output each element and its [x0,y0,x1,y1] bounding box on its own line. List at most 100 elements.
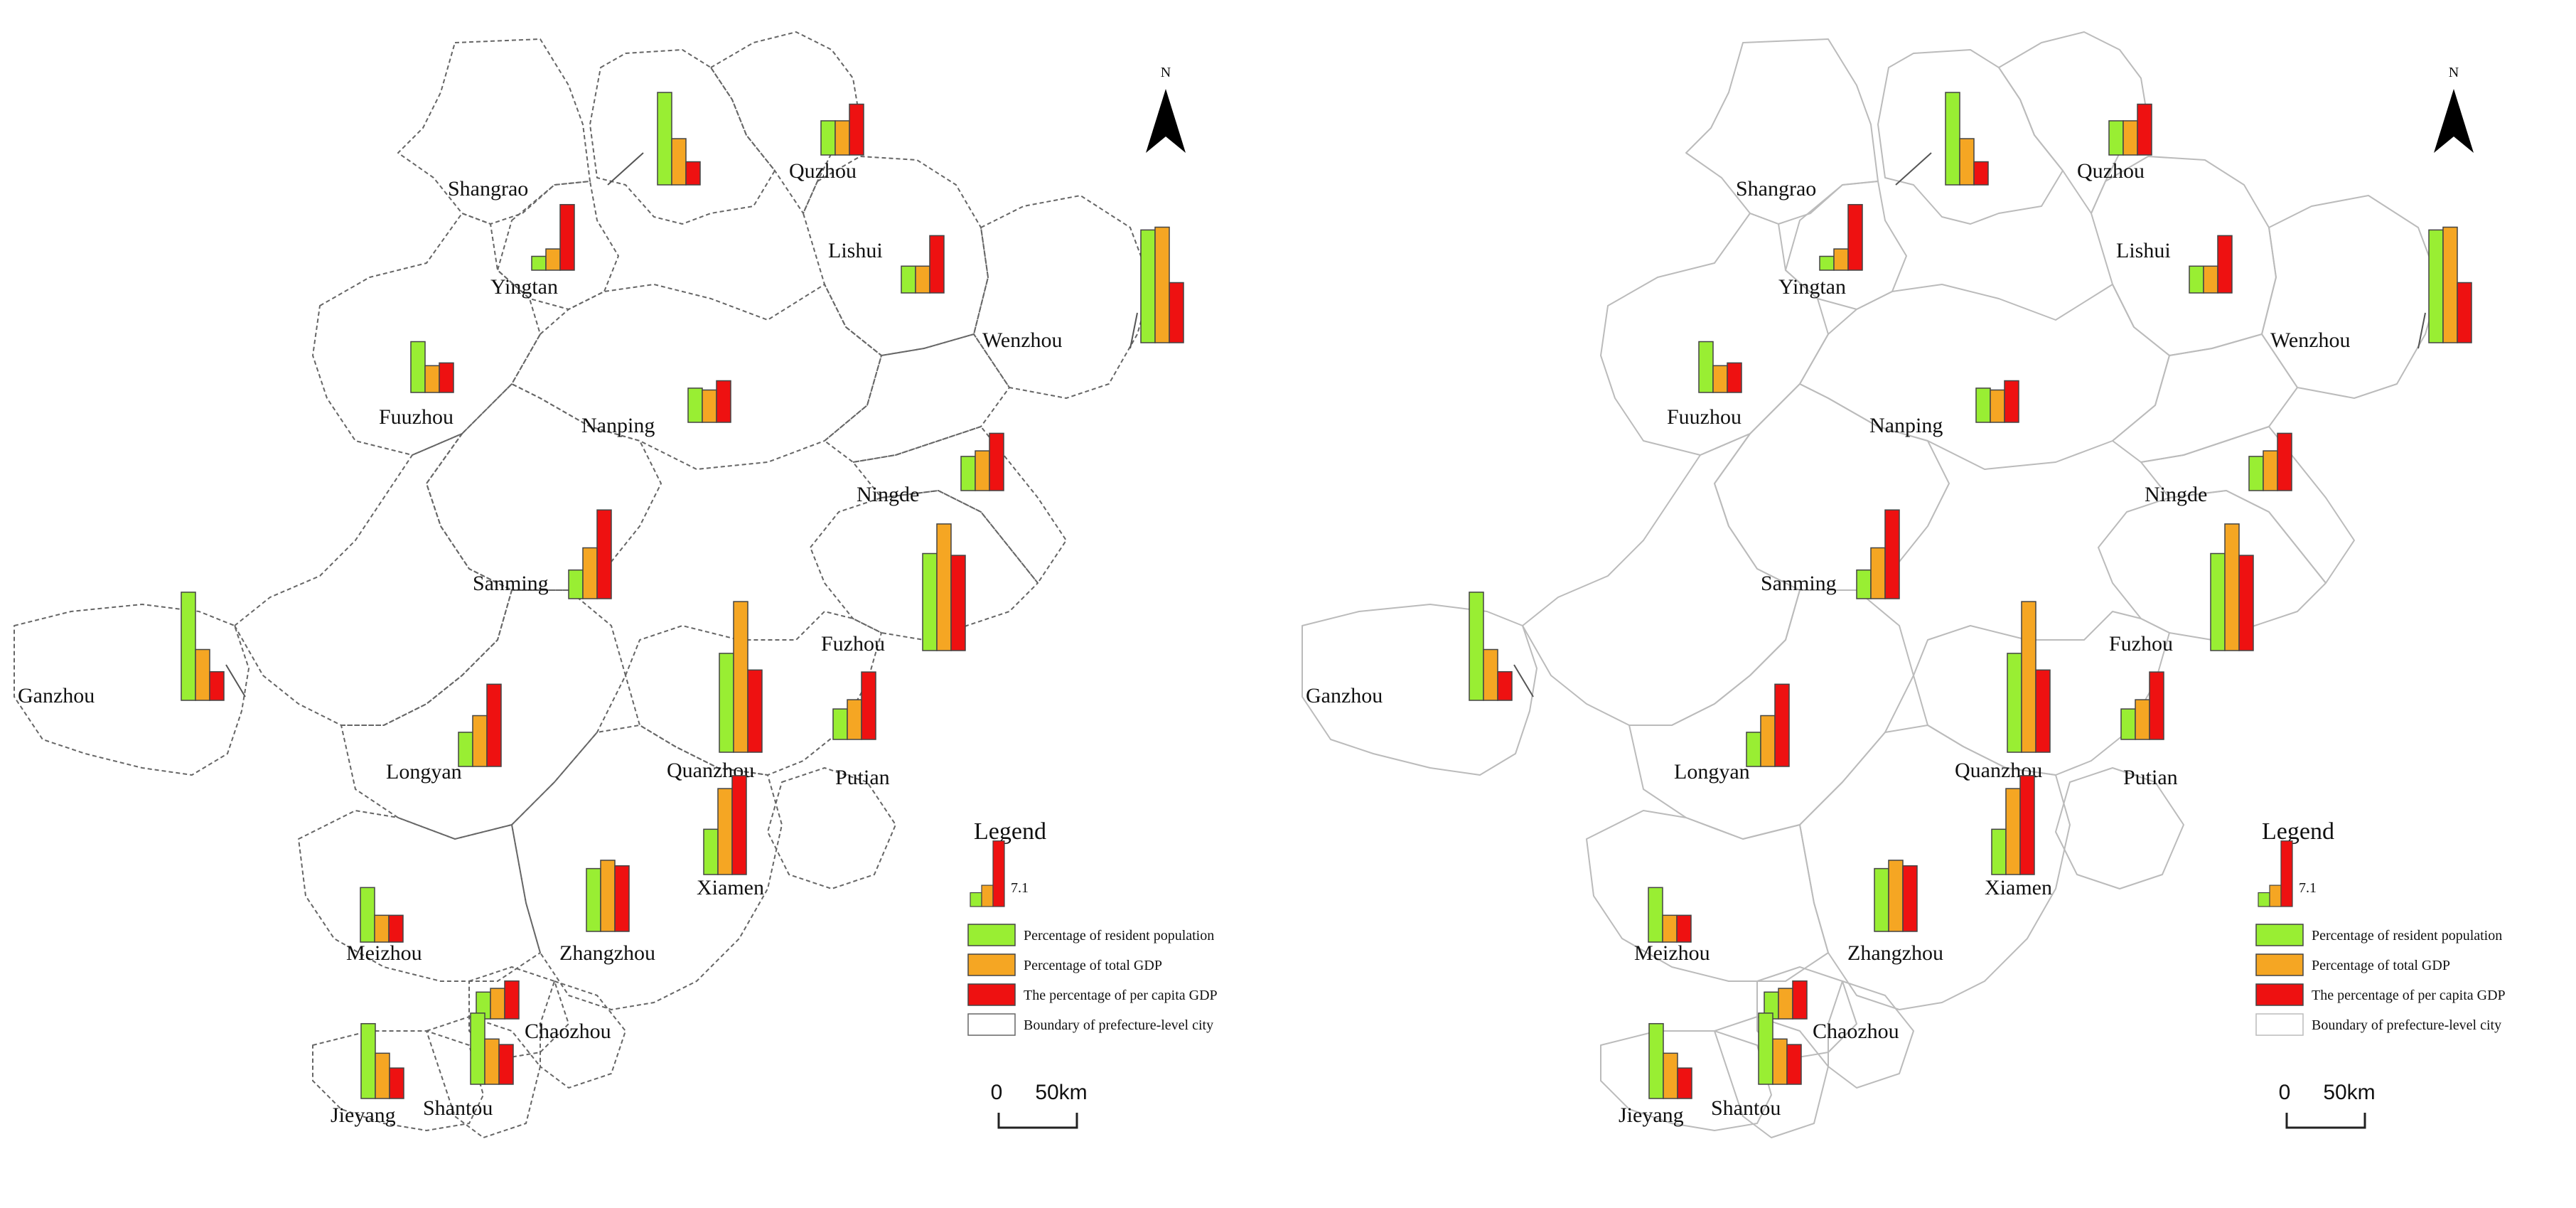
legend-item-label: Percentage of total GDP [1024,958,1162,973]
bar-chaozhou-gdp [490,988,505,1020]
city-label-longyan: Longyan [386,760,462,784]
bar-quanzhou-population [719,653,734,753]
bar-group-ningde [2248,432,2292,491]
bar-longyan-per-capita-gdp [1774,683,1790,767]
bar-xiamen-population [703,828,719,875]
bar-quanzhou-population [2007,653,2022,753]
bar-putian-population [2120,708,2136,740]
bar-fuuzhou-per-capita-gdp [439,362,454,393]
bar-fuzhou-per-capita-gdp [2238,555,2254,651]
legend-sample-bar [2258,892,2270,907]
legend-swatch-2 [2255,983,2304,1006]
scale-bar-distance: 50km [2323,1081,2375,1104]
city-label-longyan: Longyan [1674,760,1750,784]
bar-group-sanming [568,509,612,599]
legend-title: Legend [2262,818,2334,845]
bar-group-ganzhou [1469,592,1534,701]
bar-group-lishui [901,235,945,294]
bar-group-fuzhou [922,523,966,651]
legend-sample-bar [992,840,1005,907]
bar-ganzhou-per-capita-gdp [209,670,225,701]
legend-sample-bar [2269,884,2282,907]
legend-item-label: The percentage of per capita GDP [1024,988,1218,1003]
bar-zhangzhou-population [1874,867,1889,932]
city-label-nanping: Nanping [1869,414,1943,437]
prefecture-boundary [824,333,1010,463]
bar-lishui-population [901,265,916,294]
bar-jieyang-gdp [375,1052,390,1099]
city-label-chaozhou: Chaozhou [525,1020,611,1043]
prefecture-boundary [767,767,896,889]
city-label-wenzhou: Wenzhou [2270,328,2351,352]
bar-fuzhou-per-capita-gdp [950,555,966,651]
city-label-shangrao: Shangrao [448,177,528,201]
bar-ningde-population [960,456,976,491]
city-label-xiamen: Xiamen [697,876,764,899]
bar-group-jieyang [360,1022,404,1099]
city-label-quzhou: Quzhou [789,159,857,183]
bar-jieyang-gdp [1663,1052,1678,1099]
solid-boundary-map: Shangrao Quzhou Yingtan Lishui Wenzhou Fuuzho… [1288,0,2576,1208]
bar-ningde-gdp [2263,450,2278,491]
bar-group-longyan [458,683,502,767]
city-label-sanming: Sanming [1761,572,1837,595]
city-label-lishui: Lishui [828,239,883,262]
bar-group-quanzhou [719,601,763,753]
city-label-meizhou: Meizhou [1634,941,1710,965]
prefecture-boundary [1828,980,1914,1089]
legend: Legend 7.1 Percentage of resident populati… [967,818,1218,1036]
bar-quzhou-population [2108,120,2124,156]
bar-quanzhou-per-capita-gdp [747,669,763,753]
bar-shangrao-population [657,92,672,186]
bar-longyan-per-capita-gdp [486,683,502,767]
leader-line [1895,152,1932,186]
prefecture-boundary [540,980,626,1089]
north-arrow-right-half [1166,89,1186,153]
bar-xiamen-gdp [2005,788,2021,875]
prefecture-boundary [589,49,776,225]
bar-yingtan-gdp [545,248,561,271]
bar-quzhou-gdp [834,120,850,156]
bar-yingtan-gdp [1833,248,1849,271]
bar-quzhou-population [820,120,836,156]
prefecture-boundary [312,1030,484,1131]
prefecture-boundary [1685,38,1879,225]
bar-group-wenzhou [2417,226,2472,349]
dashed-boundary-map: Shangrao Quzhou Yingtan Lishui Wenzhou Fuuzho… [14,31,1218,1138]
bar-shantou-population [1758,1012,1773,1085]
city-label-shantou: Shantou [1711,1096,1781,1120]
north-arrow-right-half [2454,89,2474,153]
bar-quanzhou-per-capita-gdp [2035,669,2051,753]
bar-ganzhou-gdp [1483,648,1498,701]
bar-xiamen-per-capita-gdp [2019,775,2035,875]
bar-sanming-per-capita-gdp [596,509,612,599]
bar-lishui-gdp [2203,265,2218,294]
bar-putian-gdp [847,699,862,740]
bar-wenzhou-population [1140,229,1156,343]
legend-item-label: Percentage of resident population [2312,928,2502,944]
legend: Legend 7.1 Percentage of resident populati… [2255,818,2506,1036]
bar-sanming-population [1856,569,1872,599]
city-label-shantou: Shantou [423,1096,493,1120]
city-label-shangrao: Shangrao [1736,177,1816,201]
bar-quanzhou-gdp [733,601,748,753]
bar-ganzhou-population [181,592,196,701]
bar-group-putian [832,671,876,740]
bar-group-meizhou [1648,887,1692,943]
bar-zhangzhou-gdp [600,860,616,932]
bar-group-xiamen [703,775,747,875]
bar-xiamen-gdp [717,788,733,875]
bar-group-quanzhou [2007,601,2051,753]
bar-fuuzhou-population [410,341,426,393]
bar-chaozhou-per-capita-gdp [504,980,520,1020]
city-label-quzhou: Quzhou [2077,159,2145,183]
bar-nanping-gdp [1990,389,2005,423]
scale-bar-zero: 0 [991,1081,1003,1104]
leader-line [607,152,644,186]
bar-quzhou-gdp [2122,120,2138,156]
city-label-zhangzhou: Zhangzhou [1847,941,1943,965]
prefecture-boundary [1600,1030,1772,1131]
prefecture-boundary [2261,195,2440,399]
bar-yingtan-population [1819,255,1835,271]
city-label-putian: Putian [2123,766,2178,789]
